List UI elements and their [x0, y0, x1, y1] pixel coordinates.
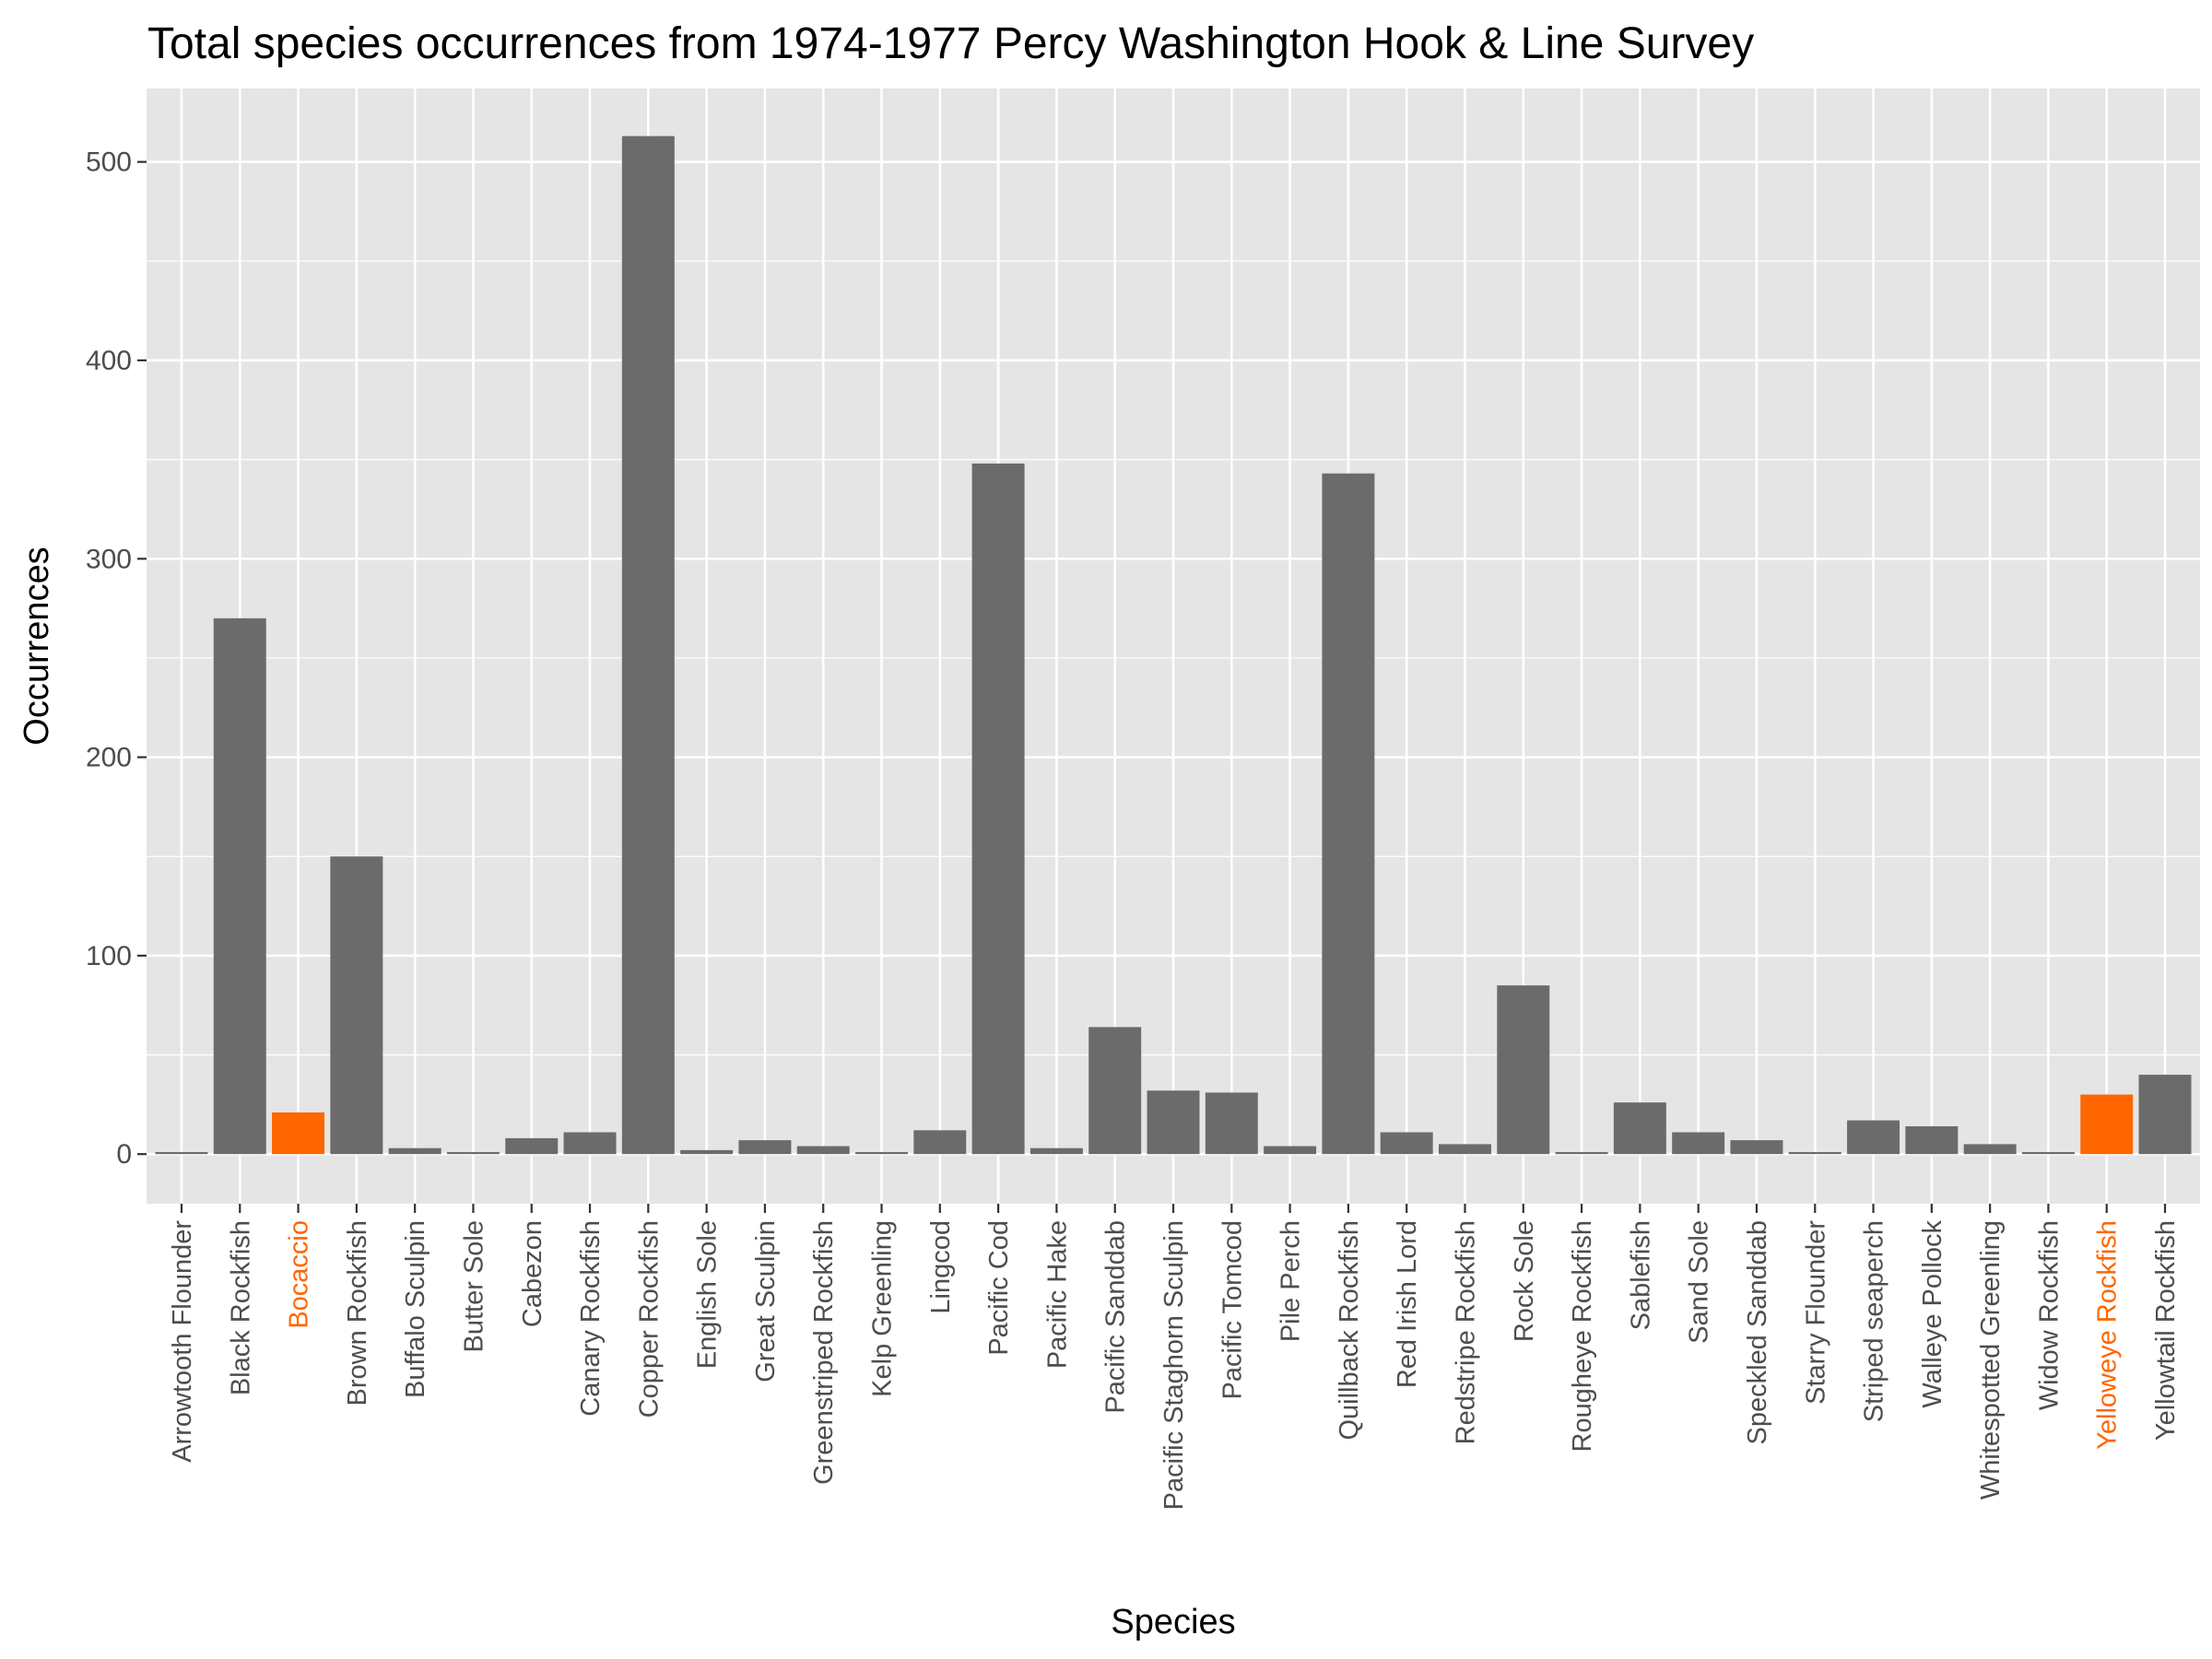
bar-pacific-cod [971, 463, 1025, 1155]
x-tick-label: Bocaccio [285, 1220, 314, 1329]
x-tick-label: Sand Sole [1685, 1220, 1714, 1344]
bar-brown-rockfish [330, 856, 383, 1155]
bar-english-sole [680, 1149, 734, 1155]
bar-red-irish-lord [1380, 1132, 1433, 1155]
x-tick-label: Greenstriped Rockfish [809, 1220, 839, 1485]
x-tick-label: Canary Rockfish [576, 1220, 606, 1417]
y-axis: 0 100 200 300 400 500 [86, 147, 147, 1170]
y-tick-label: 0 [116, 1139, 132, 1170]
bar-black-rockfish [213, 618, 266, 1155]
x-tick-label: Great Sculpin [751, 1220, 781, 1382]
bar-yelloweye-rockfish [2080, 1094, 2134, 1155]
bar-pacific-hake [1030, 1147, 1083, 1155]
bar-arrowtooth-flounder [155, 1152, 208, 1155]
bar-striped-seaperch [1847, 1120, 1900, 1155]
x-tick-label: Rougheye Rockfish [1568, 1220, 1597, 1452]
x-tick-label: Pacific Staghorn Sculpin [1159, 1220, 1189, 1510]
bar-quillback-rockfish [1322, 473, 1375, 1155]
bar-bocaccio [272, 1112, 325, 1155]
bars [155, 135, 2192, 1155]
bar-walleye-pollock [1905, 1126, 1959, 1155]
x-axis: Arrowtooth Flounder Black Rockfish Bocacci… [168, 1204, 2181, 1510]
x-tick-label: Quillback Rockfish [1335, 1220, 1364, 1441]
x-tick-label: Walleye Pollock [1918, 1220, 1947, 1408]
x-tick-label: Yellowtail Rockfish [2151, 1220, 2181, 1441]
x-tick-label: Red Irish Lord [1393, 1220, 1422, 1388]
bar-rougheye-rockfish [1555, 1152, 1608, 1155]
x-tick-label: Pacific Hake [1042, 1220, 1072, 1369]
x-tick-label: Butter Sole [459, 1220, 488, 1352]
y-tick-label: 500 [86, 147, 132, 178]
bar-canary-rockfish [563, 1132, 617, 1155]
x-tick-label: Rock Sole [1510, 1220, 1539, 1342]
bar-rock-sole [1497, 985, 1550, 1155]
x-tick-label: Lingcod [926, 1220, 956, 1314]
y-axis-title: Occurrences [18, 547, 56, 745]
x-tick-label: Yelloweye Rockfish [2093, 1220, 2123, 1450]
chart-title: Total species occurrences from 1974-1977… [147, 19, 1754, 68]
bar-lingcod [913, 1130, 967, 1155]
bar-great-sculpin [738, 1140, 792, 1155]
x-tick-label: Brown Rockfish [343, 1220, 372, 1406]
bar-sablefish [1613, 1102, 1666, 1155]
bar-cabezon [505, 1137, 559, 1155]
bar-sand-sole [1672, 1132, 1725, 1155]
x-tick-label: Cabezon [518, 1220, 547, 1327]
bar-pacific-staghorn-sculpin [1147, 1090, 1200, 1155]
bar-copper-rockfish [621, 135, 675, 1155]
x-tick-label: Kelp Greenling [868, 1220, 898, 1397]
bar-yellowtail-rockfish [2138, 1075, 2192, 1155]
x-tick-label: Striped seaperch [1860, 1220, 1889, 1422]
bar-butter-sole [446, 1152, 500, 1155]
x-tick-label: Widow Rockfish [2034, 1220, 2064, 1410]
bar-redstripe-rockfish [1438, 1144, 1491, 1155]
bar-buffalo-sculpin [388, 1147, 441, 1155]
bar-pacific-sanddab [1088, 1027, 1142, 1155]
x-tick-label: Copper Rockfish [634, 1220, 664, 1418]
x-tick-label: Whitespotted Greenling [1976, 1220, 2006, 1500]
x-tick-label: Pacific Cod [984, 1220, 1014, 1356]
x-tick-label: Starry Flounder [1801, 1220, 1830, 1405]
bar-pacific-tomcod [1205, 1092, 1258, 1155]
x-tick-label: Arrowtooth Flounder [168, 1220, 197, 1463]
y-tick-label: 200 [86, 743, 132, 773]
bar-kelp-greenling [855, 1152, 909, 1155]
y-tick-label: 100 [86, 941, 132, 971]
x-tick-label: Pacific Tomcod [1218, 1220, 1247, 1400]
y-tick-label: 400 [86, 346, 132, 376]
bar-speckled-sanddab [1730, 1140, 1783, 1155]
x-tick-label: Speckled Sanddab [1743, 1220, 1772, 1444]
x-tick-label: Sablefish [1626, 1220, 1655, 1330]
x-axis-title: Species [1111, 1603, 1235, 1641]
bar-whitespotted-greenling [1963, 1144, 2017, 1155]
x-tick-label: Buffalo Sculpin [401, 1220, 430, 1398]
bar-starry-flounder [1788, 1152, 1841, 1155]
x-tick-label: Redstripe Rockfish [1451, 1220, 1480, 1444]
bar-pile-perch [1264, 1146, 1317, 1155]
x-tick-label: English Sole [693, 1220, 723, 1369]
bar-greenstriped-rockfish [796, 1146, 850, 1155]
x-tick-label: Black Rockfish [226, 1220, 255, 1395]
x-tick-label: Pacific Sanddab [1101, 1220, 1131, 1414]
x-tick-label: Pile Perch [1277, 1220, 1306, 1342]
bar-widow-rockfish [2021, 1152, 2075, 1155]
y-tick-label: 300 [86, 544, 132, 574]
